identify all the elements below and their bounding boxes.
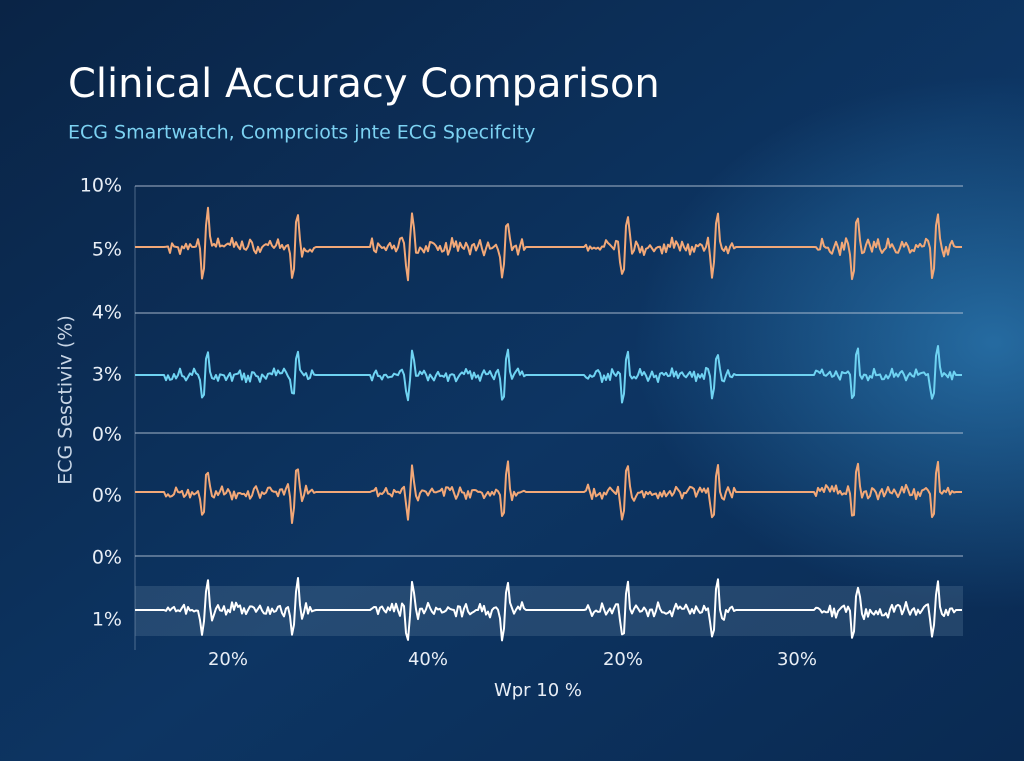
x-axis-label: Wpr 10 % bbox=[494, 680, 582, 701]
ecg-trace bbox=[135, 206, 962, 282]
title: Clinical Accuracy Comparison bbox=[68, 61, 660, 107]
y-label: 5% bbox=[92, 239, 122, 261]
x-label: 40% bbox=[408, 649, 448, 670]
labels: 10% 5% 4% 3% 0% 0% 0% 1% 20% 40% 20% 30% bbox=[80, 175, 817, 671]
y-label: 1% bbox=[92, 609, 122, 631]
x-label: 20% bbox=[208, 649, 248, 670]
ecg-trace bbox=[135, 460, 962, 524]
ecg-trace bbox=[135, 577, 962, 642]
subtitle: ECG Smartwatch, Comprciots jnte ECG Spec… bbox=[68, 122, 535, 144]
y-label: 0% bbox=[92, 424, 122, 446]
ecg-trace bbox=[135, 345, 962, 404]
y-label: 10% bbox=[80, 175, 122, 197]
y-label: 0% bbox=[92, 547, 122, 569]
y-label: 0% bbox=[92, 485, 122, 507]
x-label: 20% bbox=[603, 649, 643, 670]
grid bbox=[135, 185, 963, 557]
y-axis-label: ECG Sesctiviv (%) bbox=[55, 315, 77, 485]
y-label: 3% bbox=[92, 364, 122, 386]
traces bbox=[135, 206, 962, 642]
y-label: 4% bbox=[92, 302, 122, 324]
x-label: 30% bbox=[777, 649, 817, 670]
